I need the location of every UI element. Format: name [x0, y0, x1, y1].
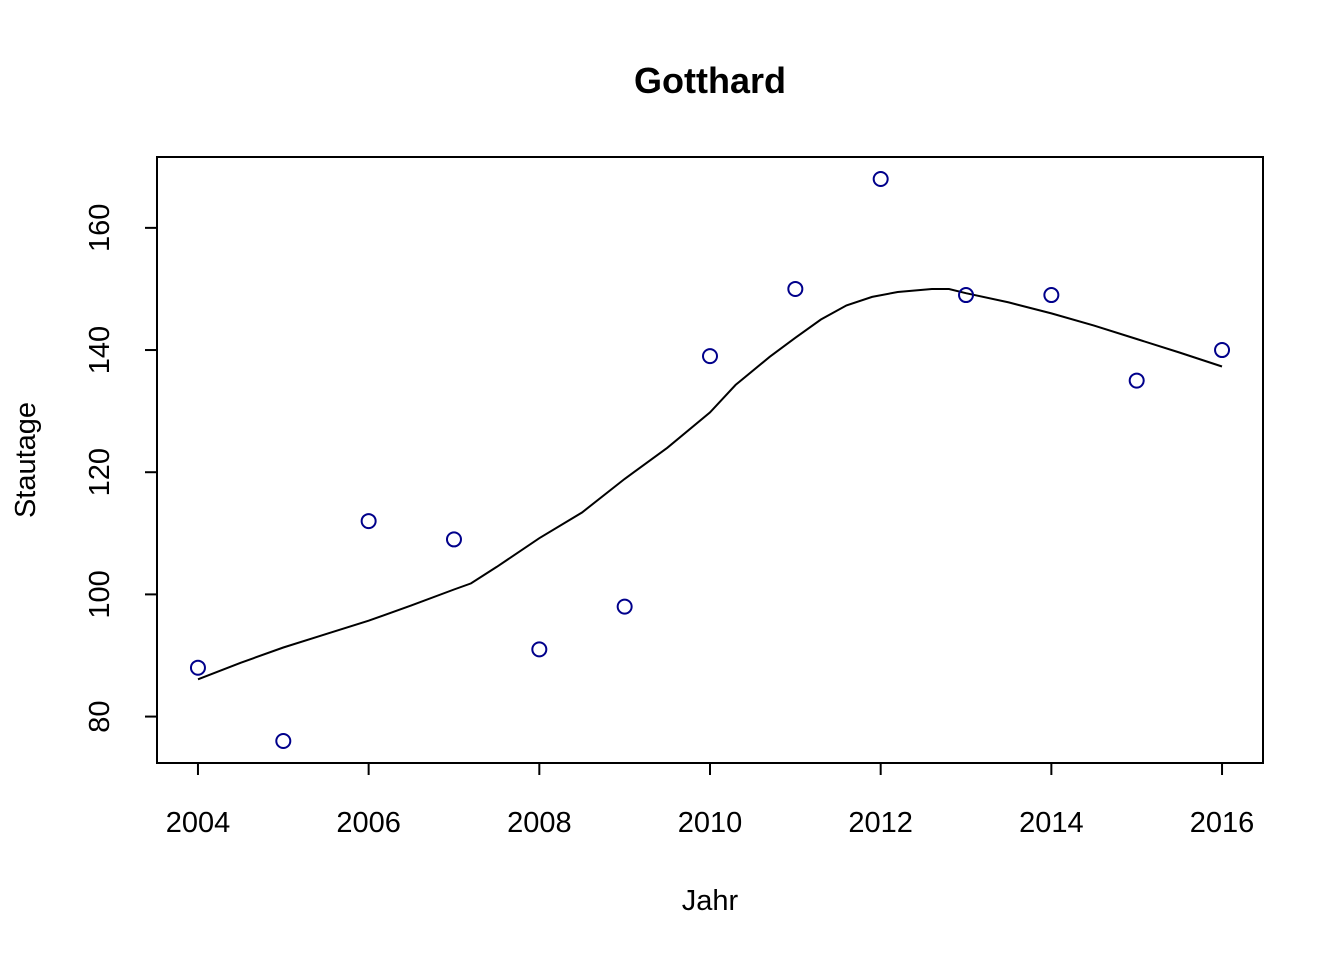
data-point: [702, 348, 718, 365]
plot-frame: [156, 156, 1264, 764]
y-axis: 80 100 120 140 160: [84, 204, 158, 733]
data-point: [872, 170, 889, 187]
data-point: [1128, 372, 1145, 389]
data-point: [531, 641, 548, 658]
x-tick-label: 2010: [678, 807, 743, 839]
x-axis-label: Jahr: [682, 885, 739, 917]
data-point: [1214, 342, 1231, 359]
data-point: [360, 513, 377, 530]
x-tick-label: 2014: [1019, 807, 1084, 839]
y-axis-label: Stautage: [10, 402, 42, 518]
data-point: [445, 531, 462, 548]
x-axis: 2004 2006 2008 2010 2012 2014 2016: [166, 762, 1255, 839]
x-tick-label: 2008: [507, 807, 572, 839]
trend-line: [197, 288, 1223, 681]
x-tick-label: 2006: [336, 807, 401, 839]
data-point: [616, 598, 633, 615]
data-point: [787, 280, 804, 297]
data-point: [958, 287, 975, 304]
data-point: [189, 659, 206, 676]
data-point: [275, 733, 292, 750]
data-point: [1043, 287, 1060, 304]
chart-title: Gotthard: [634, 60, 786, 101]
data-points: [189, 170, 1231, 750]
y-tick-label: 140: [84, 326, 116, 374]
y-tick-label: 80: [84, 700, 116, 732]
y-tick-label: 120: [84, 448, 116, 496]
x-tick-label: 2004: [166, 807, 231, 839]
x-tick-label: 2012: [848, 807, 913, 839]
y-tick-label: 160: [84, 204, 116, 252]
y-tick-label: 100: [84, 570, 116, 618]
x-tick-label: 2016: [1190, 807, 1255, 839]
